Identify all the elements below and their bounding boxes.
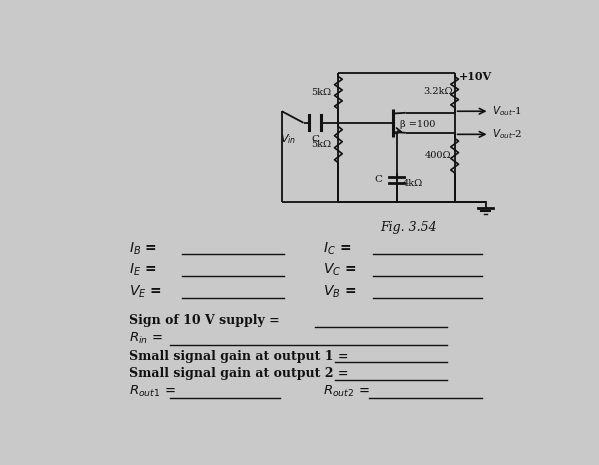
Text: $I_B$ =: $I_B$ =	[129, 240, 157, 257]
Text: $V_{in}$: $V_{in}$	[280, 132, 296, 146]
Text: Small signal gain at output 1 =: Small signal gain at output 1 =	[129, 350, 349, 363]
Text: $R_{out1}$ =: $R_{out1}$ =	[129, 384, 176, 399]
Text: 5kΩ: 5kΩ	[311, 88, 331, 97]
Text: $V_{out}$-2: $V_{out}$-2	[492, 127, 522, 141]
Text: β =100: β =100	[400, 120, 435, 129]
Text: Small signal gain at output 2 =: Small signal gain at output 2 =	[129, 367, 349, 380]
Text: Fig. 3.54: Fig. 3.54	[380, 221, 437, 234]
Text: 5kΩ: 5kΩ	[311, 140, 331, 149]
Text: $V_E$ =: $V_E$ =	[129, 283, 162, 299]
Text: 400Ω: 400Ω	[424, 151, 451, 160]
Text: C: C	[311, 135, 319, 144]
Text: $V_B$ =: $V_B$ =	[323, 283, 356, 299]
Text: $I_C$ =: $I_C$ =	[323, 240, 351, 257]
Text: Sign of 10 V supply =: Sign of 10 V supply =	[129, 314, 280, 327]
Text: $R_{out2}$ =: $R_{out2}$ =	[323, 384, 370, 399]
Text: $I_E$ =: $I_E$ =	[129, 262, 157, 278]
Text: C: C	[374, 175, 383, 184]
Text: $V_{out}$-1: $V_{out}$-1	[492, 104, 522, 118]
Text: $R_{in}$ =: $R_{in}$ =	[129, 331, 164, 346]
Text: 3.2kΩ: 3.2kΩ	[423, 87, 452, 97]
Text: $V_C$ =: $V_C$ =	[323, 262, 356, 278]
Text: 4kΩ: 4kΩ	[403, 179, 423, 188]
Text: +10V: +10V	[458, 71, 492, 82]
